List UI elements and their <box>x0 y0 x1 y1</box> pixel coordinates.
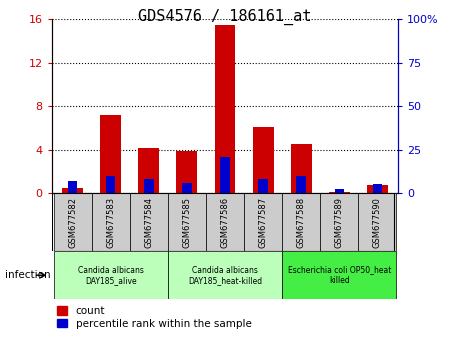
Text: GSM677584: GSM677584 <box>144 196 153 248</box>
Text: GSM677587: GSM677587 <box>259 196 268 248</box>
Text: Escherichia coli OP50_heat
killed: Escherichia coli OP50_heat killed <box>288 266 391 285</box>
Bar <box>100 115 121 193</box>
Text: GSM677586: GSM677586 <box>220 196 230 248</box>
Bar <box>176 151 198 193</box>
Bar <box>168 193 206 251</box>
Bar <box>92 193 130 251</box>
Text: GSM677589: GSM677589 <box>335 196 344 248</box>
Bar <box>62 188 83 193</box>
Bar <box>320 193 358 251</box>
Text: infection: infection <box>4 270 50 280</box>
Bar <box>130 193 168 251</box>
Bar <box>282 193 320 251</box>
Text: GSM677582: GSM677582 <box>68 196 77 248</box>
Bar <box>291 144 311 193</box>
Bar <box>297 176 306 193</box>
Bar <box>358 193 396 251</box>
Bar <box>334 189 344 193</box>
Bar <box>54 251 168 299</box>
Bar <box>68 181 77 193</box>
Bar <box>182 183 192 193</box>
Legend: count, percentile rank within the sample: count, percentile rank within the sample <box>57 306 252 329</box>
Bar <box>54 193 92 251</box>
Bar <box>282 251 396 299</box>
Bar <box>367 185 388 193</box>
Bar <box>139 148 159 193</box>
Text: Candida albicans
DAY185_heat-killed: Candida albicans DAY185_heat-killed <box>188 266 262 285</box>
Text: Candida albicans
DAY185_alive: Candida albicans DAY185_alive <box>78 266 144 285</box>
Bar <box>373 184 382 193</box>
Bar <box>220 156 230 193</box>
Text: GSM677585: GSM677585 <box>182 196 191 248</box>
Bar <box>206 193 244 251</box>
Bar <box>329 192 350 193</box>
Bar <box>244 193 282 251</box>
Bar <box>215 25 235 193</box>
Bar <box>252 127 274 193</box>
Text: GSM677590: GSM677590 <box>373 197 382 247</box>
Text: GDS4576 / 186161_at: GDS4576 / 186161_at <box>138 9 312 25</box>
Bar <box>258 179 268 193</box>
Text: GSM677588: GSM677588 <box>297 196 306 248</box>
Bar <box>106 176 116 193</box>
Bar <box>144 179 153 193</box>
Bar <box>168 251 282 299</box>
Text: GSM677583: GSM677583 <box>106 196 115 248</box>
